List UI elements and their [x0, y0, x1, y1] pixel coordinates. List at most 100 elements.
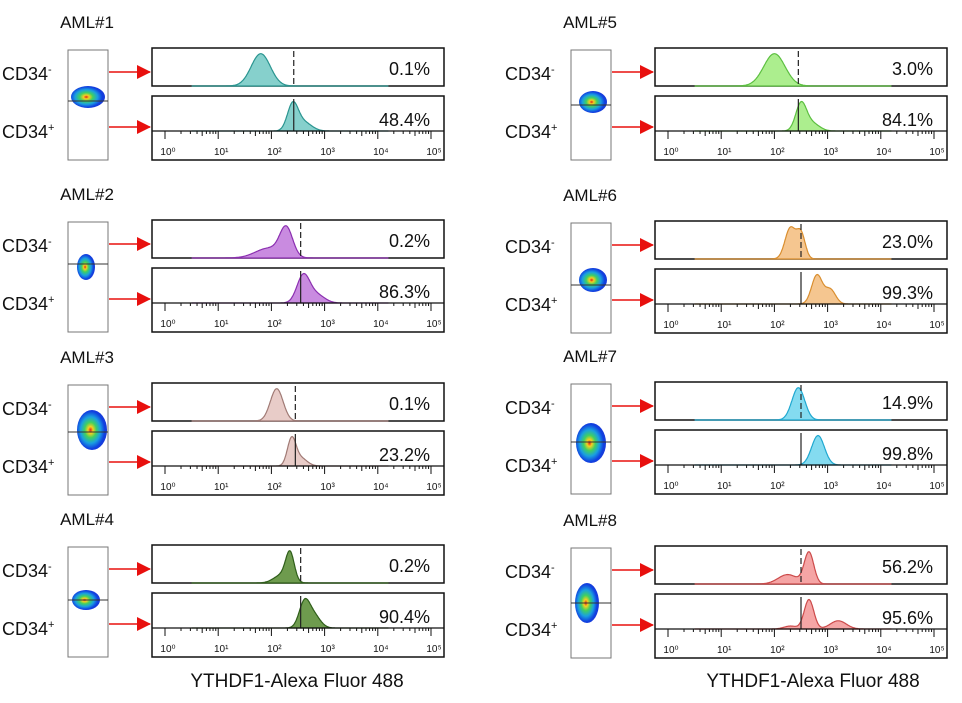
row-label-text: CD34 [505, 620, 551, 640]
x-tick-label: 10² [770, 320, 785, 331]
x-tick-label: 10² [267, 319, 282, 330]
row-label-pos: CD34+ [2, 294, 54, 314]
row-label-text: CD34 [505, 398, 551, 418]
histogram-cd34-neg-box [151, 382, 445, 422]
row-label-pos: CD34+ [2, 619, 54, 639]
percent-label: 56.2% [882, 557, 933, 577]
row-label-text: CD34 [2, 399, 48, 419]
row-label-neg: CD34- [2, 399, 52, 419]
x-axis-title-right: YTHDF1-Alexa Fluor 488 [706, 671, 920, 692]
row-label-sign: + [551, 295, 557, 307]
row-label-sign: + [48, 122, 54, 134]
sample-title: AML#5 [563, 13, 617, 32]
x-tick-label: 10³ [320, 482, 335, 493]
histogram-cd34-neg-curve [191, 225, 389, 259]
row-label-text: CD34 [505, 64, 551, 84]
row-label-neg: CD34- [2, 561, 52, 581]
x-tick-label: 10⁴ [373, 482, 388, 493]
percent-label: 90.4% [379, 607, 430, 627]
row-label-sign: + [551, 122, 557, 134]
row-label-text: CD34 [505, 122, 551, 142]
x-tick-label: 10³ [823, 481, 838, 492]
x-tick-label: 10⁴ [373, 644, 388, 655]
row-label-text: CD34 [2, 294, 48, 314]
x-tick-label: 10⁴ [876, 481, 891, 492]
x-tick-label: 10¹ [214, 644, 229, 655]
row-label-text: CD34 [505, 562, 551, 582]
row-label-sign: - [551, 562, 555, 574]
row-label-neg: CD34- [505, 562, 555, 582]
x-tick-label: 10⁴ [373, 147, 388, 158]
percent-label: 99.3% [882, 283, 933, 303]
row-label-sign: - [551, 64, 555, 76]
row-label-sign: - [551, 237, 555, 249]
x-tick-label: 10¹ [214, 482, 229, 493]
sample-title: AML#7 [563, 347, 617, 366]
x-tick-label: 10⁵ [426, 147, 441, 158]
row-label-text: CD34 [505, 237, 551, 257]
row-label-pos: CD34+ [505, 620, 557, 640]
sample-title: AML#2 [60, 185, 114, 204]
row-label-text: CD34 [2, 457, 48, 477]
x-tick-label: 10⁵ [929, 320, 944, 331]
x-tick-label: 10⁰ [160, 147, 175, 158]
percent-label: 48.4% [379, 110, 430, 130]
x-tick-label: 10² [267, 482, 282, 493]
percent-label: 23.0% [882, 232, 933, 252]
row-label-sign: - [48, 399, 52, 411]
row-label-pos: CD34+ [2, 122, 54, 142]
x-tick-label: 10⁴ [876, 147, 891, 158]
density-blob [579, 91, 607, 113]
row-label-text: CD34 [505, 456, 551, 476]
percent-label: 95.6% [882, 608, 933, 628]
histogram-cd34-neg-curve [694, 53, 892, 87]
x-tick-label: 10¹ [214, 319, 229, 330]
x-tick-label: 10² [770, 481, 785, 492]
x-tick-label: 10⁰ [663, 645, 678, 656]
row-label-sign: - [48, 236, 52, 248]
x-tick-label: 10⁵ [929, 147, 944, 158]
x-axis-title-left: YTHDF1-Alexa Fluor 488 [190, 671, 404, 692]
row-label-neg: CD34- [505, 237, 555, 257]
row-label-sign: + [551, 620, 557, 632]
row-label-sign: + [551, 456, 557, 468]
percent-label: 14.9% [882, 393, 933, 413]
sample-title: AML#1 [60, 13, 114, 32]
row-label-sign: + [48, 294, 54, 306]
row-label-text: CD34 [2, 64, 48, 84]
x-tick-label: 10⁵ [426, 644, 441, 655]
percent-label: 3.0% [892, 59, 933, 79]
row-label-text: CD34 [505, 295, 551, 315]
x-tick-label: 10³ [823, 147, 838, 158]
x-tick-label: 10² [770, 147, 785, 158]
sample-title: AML#4 [60, 510, 114, 529]
percent-label: 0.1% [389, 59, 430, 79]
histogram-cd34-neg-curve [191, 550, 389, 584]
row-label-pos: CD34+ [2, 457, 54, 477]
row-label-text: CD34 [2, 561, 48, 581]
row-label-text: CD34 [2, 122, 48, 142]
percent-label: 0.2% [389, 556, 430, 576]
x-tick-label: 10⁵ [929, 481, 944, 492]
x-tick-label: 10⁴ [373, 319, 388, 330]
x-tick-label: 10³ [320, 319, 335, 330]
row-label-pos: CD34+ [505, 295, 557, 315]
row-label-sign: - [551, 398, 555, 410]
row-label-sign: + [48, 457, 54, 469]
x-tick-label: 10⁵ [426, 482, 441, 493]
x-tick-label: 10³ [823, 645, 838, 656]
histogram-cd34-neg-curve [191, 53, 389, 87]
x-tick-label: 10⁰ [663, 147, 678, 158]
histogram-cd34-neg-curve [191, 388, 389, 422]
row-label-sign: + [48, 619, 54, 631]
x-tick-label: 10⁵ [426, 319, 441, 330]
x-tick-label: 10⁰ [160, 319, 175, 330]
density-blob [77, 254, 95, 280]
x-tick-label: 10⁴ [876, 645, 891, 656]
row-label-neg: CD34- [2, 236, 52, 256]
